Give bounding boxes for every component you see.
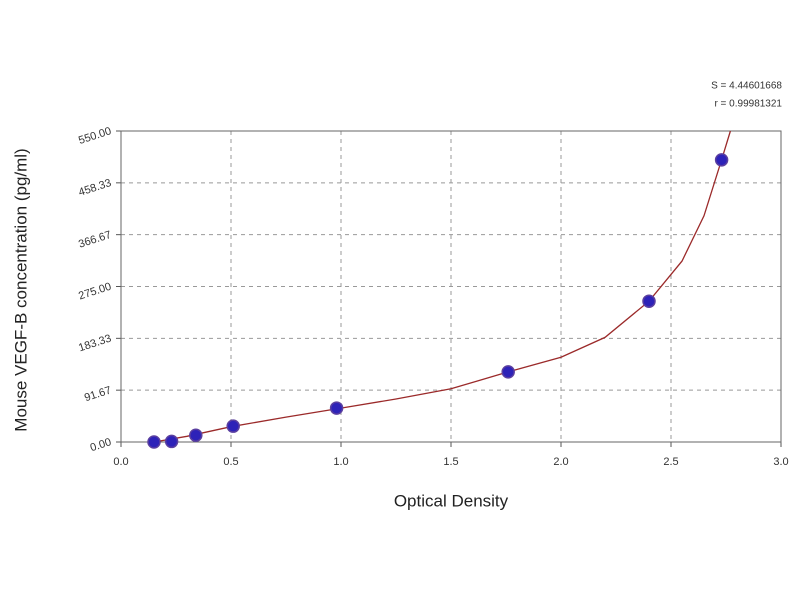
data-point <box>189 428 203 442</box>
data-point <box>714 153 729 167</box>
x-tick-label: 2.5 <box>663 456 678 468</box>
data-point <box>642 294 656 308</box>
x-axis-title: Optical Density <box>394 491 509 510</box>
data-point <box>501 365 515 379</box>
fit-r: r = 0.99981321 <box>714 99 782 110</box>
data-point <box>164 434 179 449</box>
data-point <box>329 401 344 415</box>
fit-s: S = 4.44601668 <box>711 81 782 92</box>
x-tick-label: 3.0 <box>773 456 788 468</box>
data-point <box>226 419 240 433</box>
x-tick-label: 1.0 <box>333 456 348 468</box>
x-tick-label: 2.0 <box>553 456 568 468</box>
x-tick-label: 1.5 <box>443 456 458 468</box>
x-tick-label: 0.5 <box>223 456 238 468</box>
data-point <box>147 435 161 449</box>
x-tick-label: 0.0 <box>113 456 128 468</box>
y-axis-title: Mouse VEGF-B concentration (pg/ml) <box>11 148 30 431</box>
plot-frame <box>120 130 782 443</box>
